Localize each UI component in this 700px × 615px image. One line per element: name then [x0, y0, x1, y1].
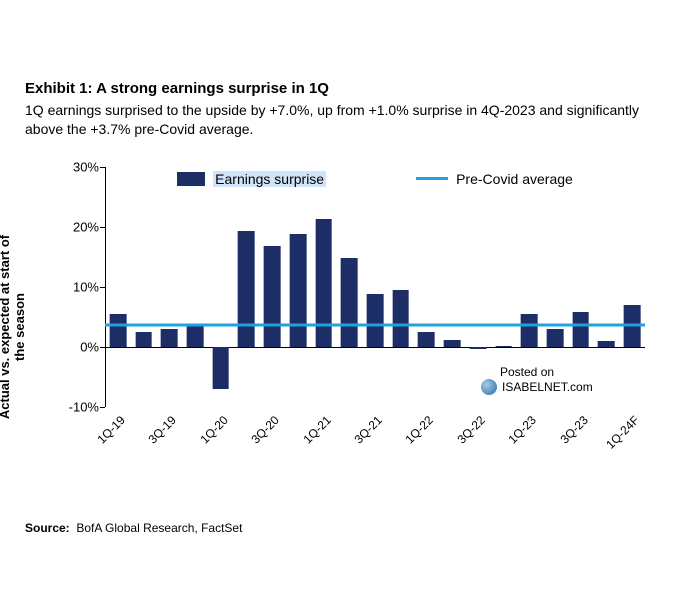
- source-text: BofA Global Research, FactSet: [76, 521, 242, 535]
- bar: [495, 346, 512, 347]
- bar: [341, 258, 358, 347]
- y-tick-label: 30%: [73, 159, 99, 174]
- bar: [315, 219, 332, 347]
- exhibit-title: Exhibit 1: A strong earnings surprise in…: [25, 80, 675, 97]
- x-tick-label: 3Q-22: [454, 413, 487, 446]
- x-tick-label: 1Q-23: [506, 413, 539, 446]
- legend-line-label: Pre-Covid average: [456, 171, 573, 187]
- bar: [547, 329, 564, 347]
- y-tick-label: 20%: [73, 219, 99, 234]
- legend-bar-label: Earnings surprise: [213, 171, 326, 187]
- legend-swatch-line: [416, 177, 448, 180]
- watermark-line1: Posted on: [500, 365, 554, 379]
- y-tick-mark: [100, 287, 105, 288]
- y-tick-label: 0%: [80, 339, 99, 354]
- y-axis-label: Actual vs. expected at start ofthe seaso…: [0, 235, 27, 419]
- x-tick-label: 3Q-19: [146, 413, 179, 446]
- x-tick-label: 1Q-22: [403, 413, 436, 446]
- legend: Earnings surprise Pre-Covid average: [105, 171, 645, 187]
- x-tick-label: 3Q-21: [351, 413, 384, 446]
- bar: [392, 290, 409, 347]
- y-tick-mark: [100, 167, 105, 168]
- y-tick-mark: [100, 227, 105, 228]
- earnings-chart: Actual vs. expected at start ofthe seaso…: [30, 157, 670, 497]
- x-tick-label: 3Q-23: [557, 413, 590, 446]
- watermark-line2: ISABELNET.com: [502, 380, 593, 394]
- y-axis: [105, 167, 106, 407]
- bar: [187, 326, 204, 347]
- x-tick-label: 3Q-20: [249, 413, 282, 446]
- bar: [238, 231, 255, 347]
- bar: [367, 294, 384, 347]
- x-tick-label: 1Q-19: [94, 413, 127, 446]
- x-axis: [105, 347, 645, 348]
- y-tick-label: -10%: [69, 399, 99, 414]
- bar: [264, 246, 281, 347]
- x-tick-label: 1Q-24F: [603, 413, 642, 452]
- y-tick-mark: [100, 407, 105, 408]
- pre-covid-line: [105, 323, 645, 326]
- y-tick-label: 10%: [73, 279, 99, 294]
- source-line: Source: BofA Global Research, FactSet: [25, 521, 675, 535]
- exhibit-subtitle: 1Q earnings surprised to the upside by +…: [25, 101, 675, 139]
- bar: [444, 340, 461, 347]
- legend-item-line: Pre-Covid average: [416, 171, 573, 187]
- bar: [212, 347, 229, 389]
- bar: [161, 329, 178, 347]
- legend-swatch-bar: [177, 172, 205, 186]
- watermark: Posted on ISABELNET.com: [500, 365, 593, 396]
- source-label: Source:: [25, 521, 70, 535]
- bar: [289, 234, 306, 347]
- x-tick-label: 1Q-21: [300, 413, 333, 446]
- bar: [109, 314, 126, 347]
- bar: [135, 332, 152, 347]
- bar: [469, 347, 486, 349]
- y-tick-mark: [100, 347, 105, 348]
- globe-icon: [481, 379, 497, 395]
- bar: [598, 341, 615, 347]
- bar: [418, 332, 435, 347]
- bar: [572, 312, 589, 347]
- bar: [521, 314, 538, 347]
- x-tick-label: 1Q-20: [197, 413, 230, 446]
- legend-item-bar: Earnings surprise: [177, 171, 326, 187]
